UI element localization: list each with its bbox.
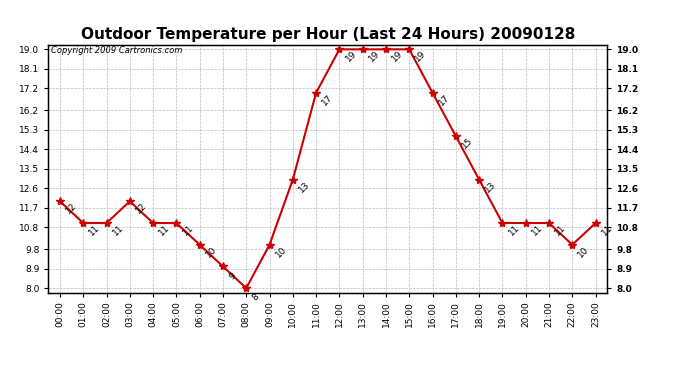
Text: 13: 13 xyxy=(297,180,311,194)
Text: 11: 11 xyxy=(553,223,568,237)
Text: 17: 17 xyxy=(437,93,451,107)
Text: 8: 8 xyxy=(250,292,261,303)
Text: 19: 19 xyxy=(344,50,358,64)
Text: 11: 11 xyxy=(157,223,172,237)
Text: 11: 11 xyxy=(181,223,195,237)
Text: 11: 11 xyxy=(530,223,544,237)
Text: 12: 12 xyxy=(64,201,79,216)
Text: 13: 13 xyxy=(483,180,497,194)
Text: 11: 11 xyxy=(88,223,102,237)
Text: 12: 12 xyxy=(134,201,148,216)
Text: 9: 9 xyxy=(227,270,237,281)
Text: 15: 15 xyxy=(460,136,475,151)
Text: 11: 11 xyxy=(506,223,521,237)
Text: Copyright 2009 Cartronics.com: Copyright 2009 Cartronics.com xyxy=(51,46,182,55)
Text: 17: 17 xyxy=(320,93,335,107)
Text: 19: 19 xyxy=(390,50,404,64)
Text: 19: 19 xyxy=(413,50,428,64)
Title: Outdoor Temperature per Hour (Last 24 Hours) 20090128: Outdoor Temperature per Hour (Last 24 Ho… xyxy=(81,27,575,42)
Text: 10: 10 xyxy=(204,245,218,259)
Text: 19: 19 xyxy=(367,50,382,64)
Text: 11: 11 xyxy=(110,223,125,237)
Text: 10: 10 xyxy=(274,245,288,259)
Text: 10: 10 xyxy=(576,245,591,259)
Text: 11: 11 xyxy=(600,223,614,237)
